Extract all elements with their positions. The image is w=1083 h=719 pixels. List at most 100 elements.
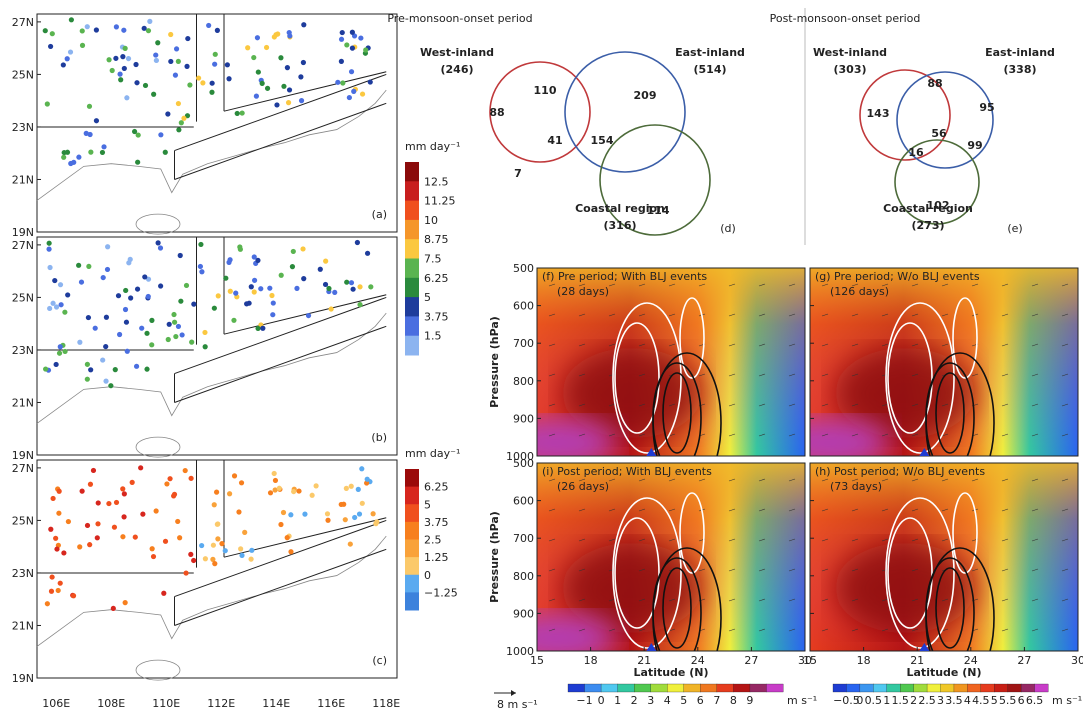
wind-vector (668, 313, 676, 317)
colorbar-label: 5 (424, 498, 431, 511)
station-dot (251, 54, 257, 61)
contour-black (925, 352, 995, 456)
wind-vector (578, 343, 586, 347)
wind-vector (1031, 373, 1039, 377)
station-dot (294, 285, 300, 291)
station-dot (359, 91, 366, 97)
station-dot (147, 18, 153, 24)
island (135, 659, 181, 681)
station-dot (47, 305, 53, 312)
station-dot (103, 314, 110, 320)
station-dot (284, 65, 291, 71)
wind-vector (941, 628, 949, 632)
wind-vector (668, 403, 676, 407)
station-dot (301, 22, 307, 28)
station-dot (78, 279, 85, 285)
station-dot (267, 285, 273, 291)
station-dot (278, 55, 284, 61)
station-dot (276, 485, 282, 491)
station-dot (341, 501, 347, 507)
wind-vector (728, 478, 736, 482)
colorbar-swatch (405, 574, 419, 593)
field-core (562, 348, 702, 438)
wind-vector (638, 568, 646, 572)
wind-vector (638, 313, 646, 317)
field-low (810, 418, 890, 456)
station-dot (280, 509, 287, 516)
wind-vector (728, 373, 736, 377)
station-dot (338, 36, 345, 42)
station-dot (76, 154, 82, 160)
wind-vector (1001, 628, 1009, 632)
venn-east-label: East-inland (675, 46, 745, 59)
colorbar-swatch (994, 683, 1009, 693)
station-dot (355, 486, 361, 492)
station-dot (44, 601, 50, 607)
wind-vector (971, 283, 979, 287)
station-dot (42, 28, 48, 34)
station-dot (127, 256, 133, 262)
wind-vector (608, 478, 616, 482)
venn-count: 209 (634, 89, 657, 102)
station-dot (351, 88, 357, 94)
station-dot (120, 486, 126, 492)
venn-west-count: (303) (833, 63, 866, 76)
contour-white (952, 492, 978, 574)
wind-vector (1001, 568, 1009, 572)
section-title: (g) Pre period; W/o BLJ events (815, 270, 980, 283)
station-dot (53, 361, 59, 368)
wind-vector (788, 568, 796, 572)
x-tick-label: 15 (803, 654, 817, 667)
lon-label: 110E (152, 697, 180, 710)
station-dot (359, 500, 365, 506)
station-dot (139, 325, 145, 331)
colorbar-swatch (405, 486, 419, 505)
wind-vector (608, 628, 616, 632)
wind-vector (758, 508, 766, 512)
venn-east (896, 71, 994, 169)
station-dot (113, 55, 119, 61)
station-dot (131, 128, 138, 135)
colorbar-label: 6 (1018, 694, 1025, 707)
wind-vector (851, 568, 859, 572)
station-dot (367, 79, 373, 85)
wind-vector (548, 478, 556, 482)
station-dot (64, 56, 70, 62)
section-frame (809, 267, 1079, 457)
station-dot (296, 488, 302, 494)
station-dot (298, 98, 305, 104)
colorbar-swatch (926, 683, 941, 693)
lat-label: 23N (12, 121, 34, 134)
colorbar-label: 1 (614, 694, 621, 707)
wind-vector (608, 568, 616, 572)
station-dot (95, 500, 101, 506)
station-dot (251, 289, 257, 295)
wind-vector (788, 478, 796, 482)
station-dot (117, 71, 123, 77)
wind-vector (608, 313, 616, 317)
wind-vector (788, 508, 796, 512)
wind-vector (638, 598, 646, 602)
station-dot (49, 31, 55, 37)
station-dot (214, 27, 220, 33)
station-dot (356, 511, 363, 517)
colorbar-swatch (567, 683, 585, 693)
wind-vector (911, 628, 919, 632)
venn-east-count: (338) (1003, 63, 1036, 76)
wind-vector (911, 403, 919, 407)
venn-title: Pre-monsoon-onset period (387, 12, 532, 25)
colorbar-swatch (634, 683, 652, 693)
station-dot (122, 600, 128, 606)
station-dot (245, 45, 251, 51)
wind-vector (548, 343, 556, 347)
lat-label: 23N (12, 567, 34, 580)
colorbar-swatch (405, 521, 419, 540)
x-tick-label: 15 (530, 654, 544, 667)
colorbar-swatch (405, 504, 419, 523)
station-dot (128, 295, 134, 301)
station-dot (135, 159, 141, 165)
wind-vector (728, 538, 736, 542)
colorbar-swatch (405, 557, 419, 576)
colorbar-swatch (940, 683, 955, 693)
jet-marker (646, 448, 657, 456)
